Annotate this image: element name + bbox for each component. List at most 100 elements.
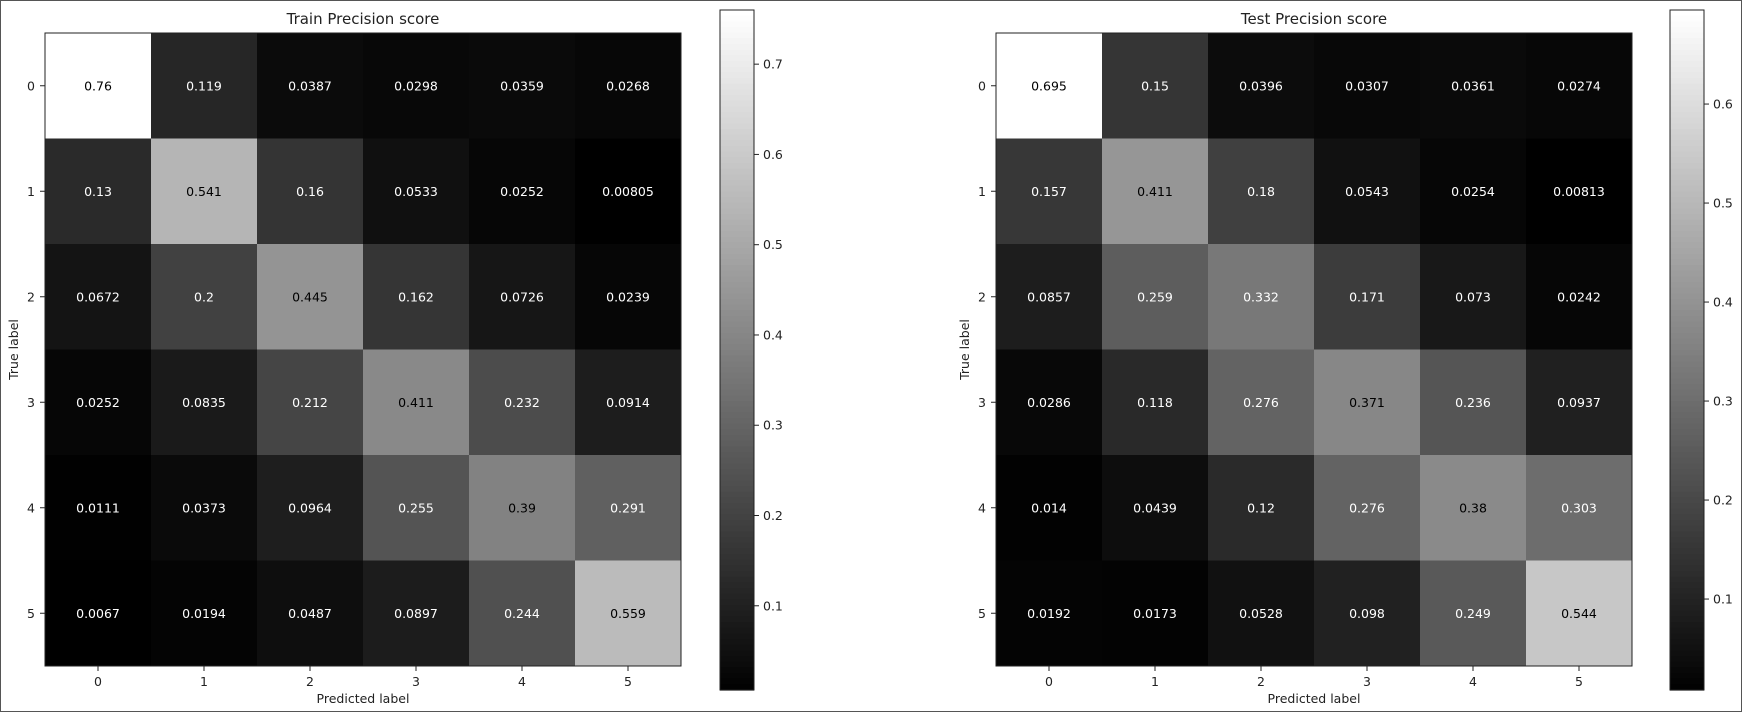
colorbar-segment bbox=[1670, 38, 1704, 45]
colorbar-tick-label: 0.2 bbox=[1713, 493, 1733, 508]
y-tick-label: 2 bbox=[27, 289, 35, 304]
heatmap-cell bbox=[1526, 33, 1633, 139]
colorbar-segment bbox=[720, 117, 754, 124]
colorbar-segment bbox=[1670, 338, 1704, 345]
colorbar-tick-label: 0.4 bbox=[1713, 295, 1733, 310]
colorbar-segment bbox=[720, 452, 754, 459]
colorbar-segment bbox=[1670, 66, 1704, 73]
heatmap-cell bbox=[1526, 138, 1633, 245]
heatmap-cell bbox=[1526, 349, 1633, 456]
y-tick-label: 3 bbox=[27, 395, 35, 410]
x-tick-label: 3 bbox=[412, 674, 420, 689]
colorbar-segment bbox=[1670, 282, 1704, 289]
heatmap-cell bbox=[45, 244, 152, 350]
heatmap-cell bbox=[469, 244, 576, 350]
cell-value-label: 0.445 bbox=[292, 289, 328, 304]
colorbar-segment bbox=[1670, 616, 1704, 623]
colorbar-segment bbox=[720, 157, 754, 164]
colorbar-segment bbox=[1670, 21, 1704, 28]
x-tick-label: 2 bbox=[306, 674, 314, 689]
colorbar-segment bbox=[1670, 151, 1704, 158]
heatmap-cell bbox=[1526, 244, 1633, 350]
colorbar-segment bbox=[1670, 15, 1704, 22]
heatmap-cell bbox=[1102, 560, 1209, 667]
colorbar-segment bbox=[1670, 542, 1704, 549]
cell-value-label: 0.171 bbox=[1349, 289, 1385, 304]
cell-value-label: 0.0897 bbox=[394, 606, 438, 621]
y-axis-label: True label bbox=[957, 319, 972, 381]
colorbar-segment bbox=[1670, 140, 1704, 147]
colorbar-segment bbox=[720, 656, 754, 663]
colorbar-segment bbox=[1670, 650, 1704, 657]
heatmap-cell bbox=[469, 349, 576, 456]
colorbar-segment bbox=[1670, 202, 1704, 209]
colorbar-segment bbox=[720, 525, 754, 532]
heatmap-cell bbox=[1420, 349, 1527, 456]
cell-value-label: 0.0937 bbox=[1557, 395, 1601, 410]
colorbar-segment bbox=[720, 214, 754, 221]
x-tick-label: 4 bbox=[518, 674, 526, 689]
cell-value-label: 0.212 bbox=[292, 395, 328, 410]
heatmap-cell bbox=[151, 33, 258, 139]
colorbar-segment bbox=[1670, 395, 1704, 402]
cell-value-label: 0.15 bbox=[1141, 78, 1169, 93]
colorbar-segment bbox=[720, 548, 754, 555]
colorbar-segment bbox=[720, 197, 754, 204]
heatmap-cell bbox=[1314, 138, 1421, 245]
colorbar-segment bbox=[720, 304, 754, 311]
colorbar-segment bbox=[720, 259, 754, 266]
colorbar-segment bbox=[720, 406, 754, 413]
colorbar-tick-label: 0.3 bbox=[1713, 394, 1733, 409]
heatmap-cell bbox=[45, 455, 152, 561]
colorbar-segment bbox=[1670, 389, 1704, 396]
cell-value-label: 0.13 bbox=[84, 184, 112, 199]
colorbar-segment bbox=[1670, 163, 1704, 170]
colorbar-segment bbox=[720, 225, 754, 232]
heatmap-cell bbox=[257, 349, 364, 456]
heatmap-cell bbox=[1420, 33, 1527, 139]
cell-value-label: 0.541 bbox=[186, 184, 222, 199]
colorbar-segment bbox=[1670, 117, 1704, 124]
colorbar-segment bbox=[720, 480, 754, 487]
colorbar-segment bbox=[1670, 310, 1704, 317]
colorbar-segment bbox=[1670, 27, 1704, 34]
cell-value-label: 0.255 bbox=[398, 500, 434, 515]
colorbar-segment bbox=[720, 185, 754, 192]
colorbar-tick-label: 0.7 bbox=[763, 57, 783, 72]
colorbar-segment bbox=[720, 559, 754, 566]
colorbar-segment bbox=[720, 576, 754, 583]
cell-value-label: 0.236 bbox=[1455, 395, 1491, 410]
heatmap-cell bbox=[996, 244, 1103, 350]
colorbar-segment bbox=[1670, 361, 1704, 368]
colorbar-segment bbox=[720, 627, 754, 634]
panel-title: Train Precision score bbox=[286, 10, 440, 28]
cell-value-label: 0.0192 bbox=[1027, 606, 1071, 621]
heatmap-cell bbox=[996, 138, 1103, 245]
cell-value-label: 0.157 bbox=[1031, 184, 1067, 199]
y-tick-label: 0 bbox=[978, 78, 986, 93]
cell-value-label: 0.0252 bbox=[76, 395, 120, 410]
colorbar-segment bbox=[720, 191, 754, 198]
y-tick-label: 2 bbox=[978, 289, 986, 304]
colorbar-segment bbox=[720, 134, 754, 141]
heatmap-cell bbox=[469, 138, 576, 245]
colorbar-segment bbox=[720, 27, 754, 34]
colorbar-segment bbox=[720, 72, 754, 79]
cell-value-label: 0.162 bbox=[398, 289, 434, 304]
colorbar-segment bbox=[720, 440, 754, 447]
colorbar-segment bbox=[1670, 180, 1704, 187]
colorbar-segment bbox=[1670, 259, 1704, 266]
colorbar-segment bbox=[720, 129, 754, 136]
colorbar-segment bbox=[720, 605, 754, 612]
cell-value-label: 0.18 bbox=[1247, 184, 1275, 199]
colorbar-segment bbox=[1670, 537, 1704, 544]
colorbar-segment bbox=[1670, 214, 1704, 221]
heatmap-cell bbox=[469, 455, 576, 561]
colorbar-segment bbox=[720, 10, 754, 17]
colorbar-segment bbox=[720, 282, 754, 289]
cell-value-label: 0.0111 bbox=[76, 500, 120, 515]
colorbar-segment bbox=[1670, 661, 1704, 668]
cell-value-label: 0.0274 bbox=[1557, 78, 1601, 93]
colorbar-segment bbox=[1670, 197, 1704, 204]
